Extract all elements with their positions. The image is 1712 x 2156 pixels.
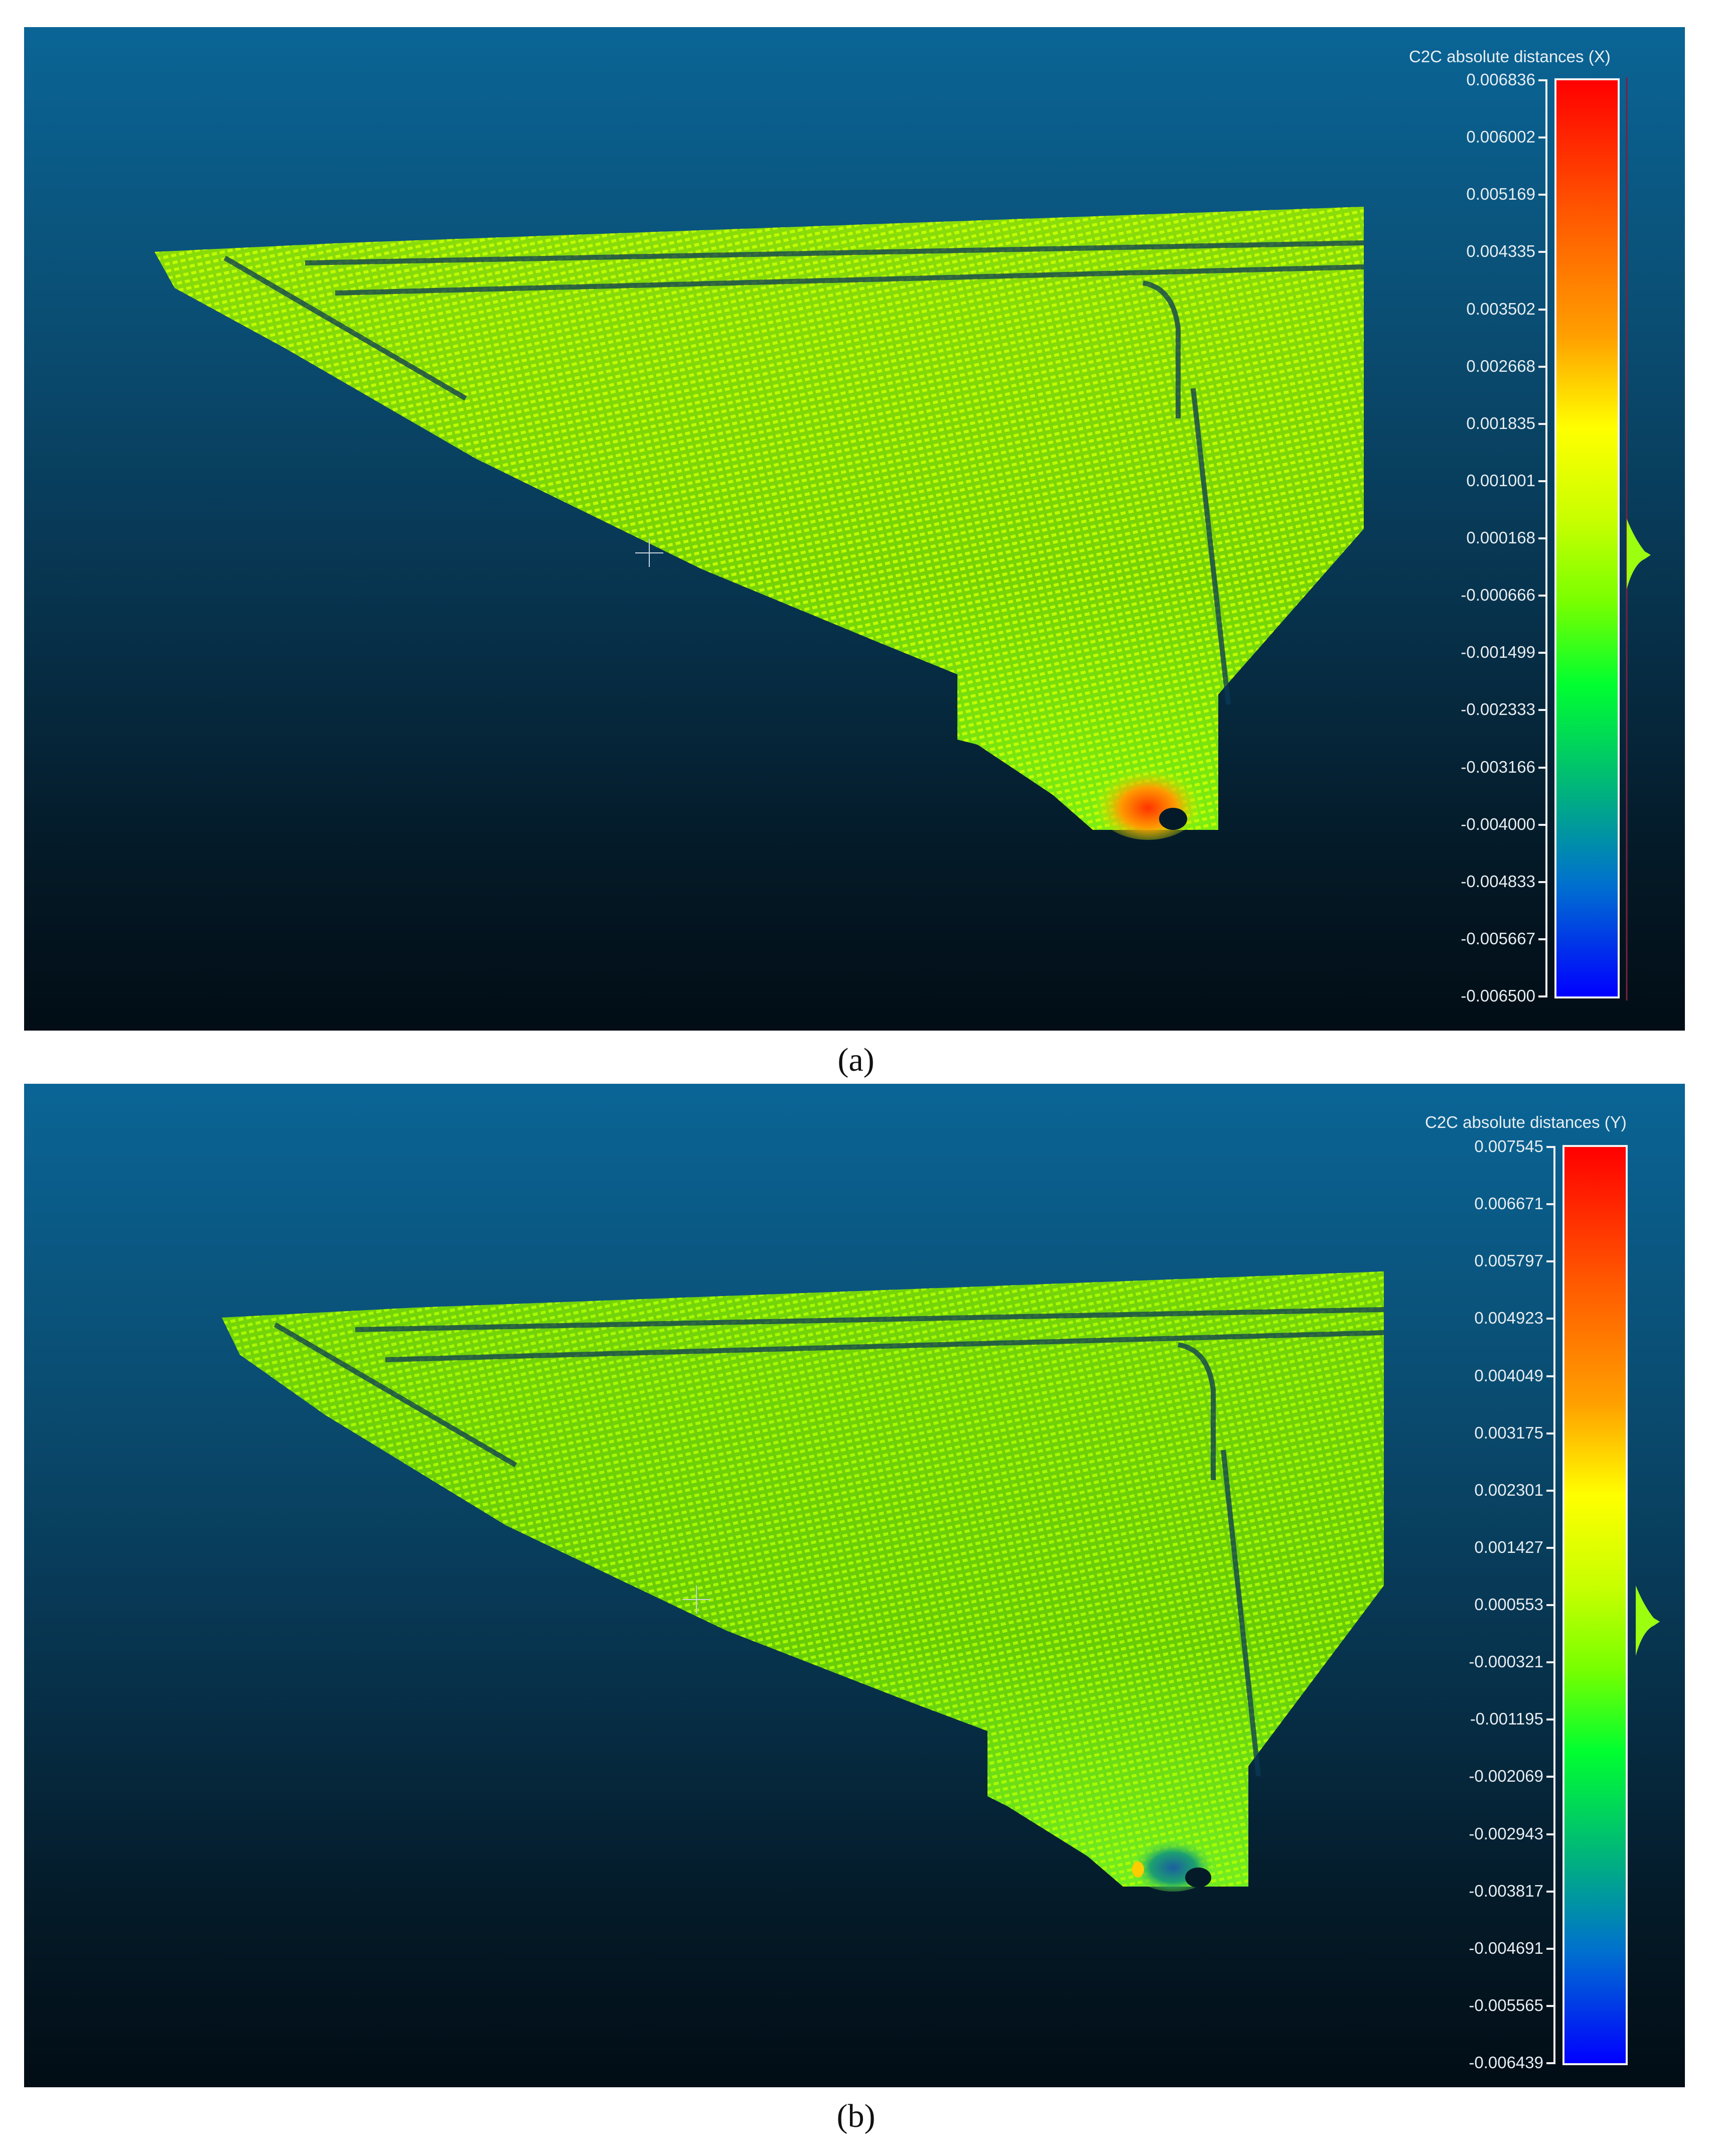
scale-tick (1538, 709, 1546, 711)
scale-tick (1546, 1146, 1554, 1148)
scale-axis (1553, 1146, 1555, 2064)
crosshair-icon (682, 1586, 710, 1614)
scale-tick-label: 0.004049 (1474, 1366, 1543, 1385)
scale-tick (1538, 938, 1546, 940)
point-cloud-surface (155, 207, 1364, 840)
scale-tick-label: -0.005667 (1461, 929, 1535, 948)
scale-tick-label: -0.006439 (1469, 2053, 1543, 2072)
scale-tick (1538, 136, 1546, 139)
color-scale-bar (1562, 1145, 1628, 2065)
scale-tick-label: 0.005797 (1474, 1251, 1543, 1270)
scale-tick (1538, 823, 1546, 826)
scale-tick (1538, 595, 1546, 597)
scale-tick-label: 0.001427 (1474, 1537, 1543, 1556)
scale-tick-label: 0.000553 (1474, 1595, 1543, 1614)
scale-tick-label: 0.000168 (1466, 528, 1535, 547)
scale-tick-label: 0.006836 (1466, 70, 1535, 89)
scale-tick-label: -0.004000 (1461, 814, 1535, 833)
crosshair-icon (635, 539, 663, 567)
scale-tick-label: -0.003817 (1469, 1881, 1543, 1900)
point-cloud-surface (222, 1271, 1384, 1892)
scale-tick (1546, 1260, 1554, 1263)
scale-tick (1546, 2062, 1554, 2064)
scale-tick (1546, 1546, 1554, 1549)
scale-tick-label: 0.005169 (1466, 185, 1535, 204)
scale-title: C2C absolute distances (X) (1409, 47, 1611, 66)
scale-tick-label: -0.006500 (1461, 986, 1535, 1005)
scale-tick-label: 0.004335 (1466, 242, 1535, 261)
color-scale-bar (1554, 78, 1620, 998)
scale-tick-label: -0.001499 (1461, 643, 1535, 662)
scale-tick (1538, 480, 1546, 482)
scale-tick (1546, 1489, 1554, 1492)
scale-tick (1546, 2004, 1554, 2007)
scale-tick-label: -0.000321 (1469, 1652, 1543, 1671)
scale-tick-label: 0.002668 (1466, 356, 1535, 375)
scale-tick (1546, 1661, 1554, 1664)
scale-tick-label: 0.002301 (1474, 1480, 1543, 1499)
scale-tick (1546, 1947, 1554, 1950)
scale-tick (1538, 308, 1546, 311)
scale-tick-label: -0.002943 (1469, 1824, 1543, 1843)
scale-tick (1538, 652, 1546, 654)
scale-tick (1538, 365, 1546, 368)
scale-tick-label: -0.002333 (1461, 700, 1535, 719)
scale-tick-label: -0.003166 (1461, 757, 1535, 776)
scale-tick-label: -0.004691 (1469, 1938, 1543, 1957)
caption-a: (a) (837, 1042, 875, 1078)
scale-tick (1546, 1432, 1554, 1434)
distance-histogram (1636, 1586, 1660, 1656)
scale-tick (1538, 881, 1546, 883)
scale-tick-label: 0.003175 (1474, 1423, 1543, 1442)
scale-axis (1545, 79, 1547, 997)
scale-tick (1546, 1604, 1554, 1606)
scale-tick-label: -0.004833 (1461, 872, 1535, 891)
scale-tick (1538, 537, 1546, 539)
scale-tick-label: -0.002069 (1469, 1767, 1543, 1786)
scale-tick-label: 0.003502 (1466, 299, 1535, 318)
scale-tick (1546, 1890, 1554, 1893)
scale-tick (1538, 422, 1546, 425)
scale-tick (1546, 1776, 1554, 1778)
scale-tick-label: 0.007545 (1474, 1137, 1543, 1156)
scale-tick (1546, 1718, 1554, 1721)
caption-b: (b) (836, 2098, 876, 2134)
scale-tick (1538, 766, 1546, 769)
scale-tick-label: 0.006002 (1466, 127, 1535, 147)
scale-tick-label: -0.001195 (1470, 1709, 1543, 1729)
scale-tick (1546, 1833, 1554, 1835)
scale-tick (1538, 79, 1546, 81)
distance-histogram (1626, 77, 1651, 1000)
scale-tick (1546, 1203, 1554, 1206)
scale-tick-label: 0.001835 (1466, 413, 1535, 433)
scale-tick-label: -0.005565 (1469, 1995, 1543, 2015)
point-cloud-view-x[interactable]: C2C absolute distances (X) 0.006836 0.006… (24, 27, 1685, 1031)
hot-spot (1093, 760, 1203, 840)
scale-tick-label: 0.004923 (1474, 1309, 1543, 1328)
scale-tick-label: 0.006671 (1474, 1194, 1543, 1213)
scale-tick (1546, 1375, 1554, 1377)
scale-tick (1546, 1318, 1554, 1320)
scale-tick-label: 0.001001 (1466, 471, 1535, 490)
point-cloud-view-y[interactable]: C2C absolute distances (Y) 0.007545 0.006… (24, 1084, 1685, 2087)
scale-tick-label: -0.000666 (1461, 586, 1535, 605)
scale-tick (1538, 995, 1546, 997)
scale-tick (1538, 194, 1546, 196)
scale-title: C2C absolute distances (Y) (1425, 1113, 1627, 1131)
scale-tick (1538, 251, 1546, 253)
